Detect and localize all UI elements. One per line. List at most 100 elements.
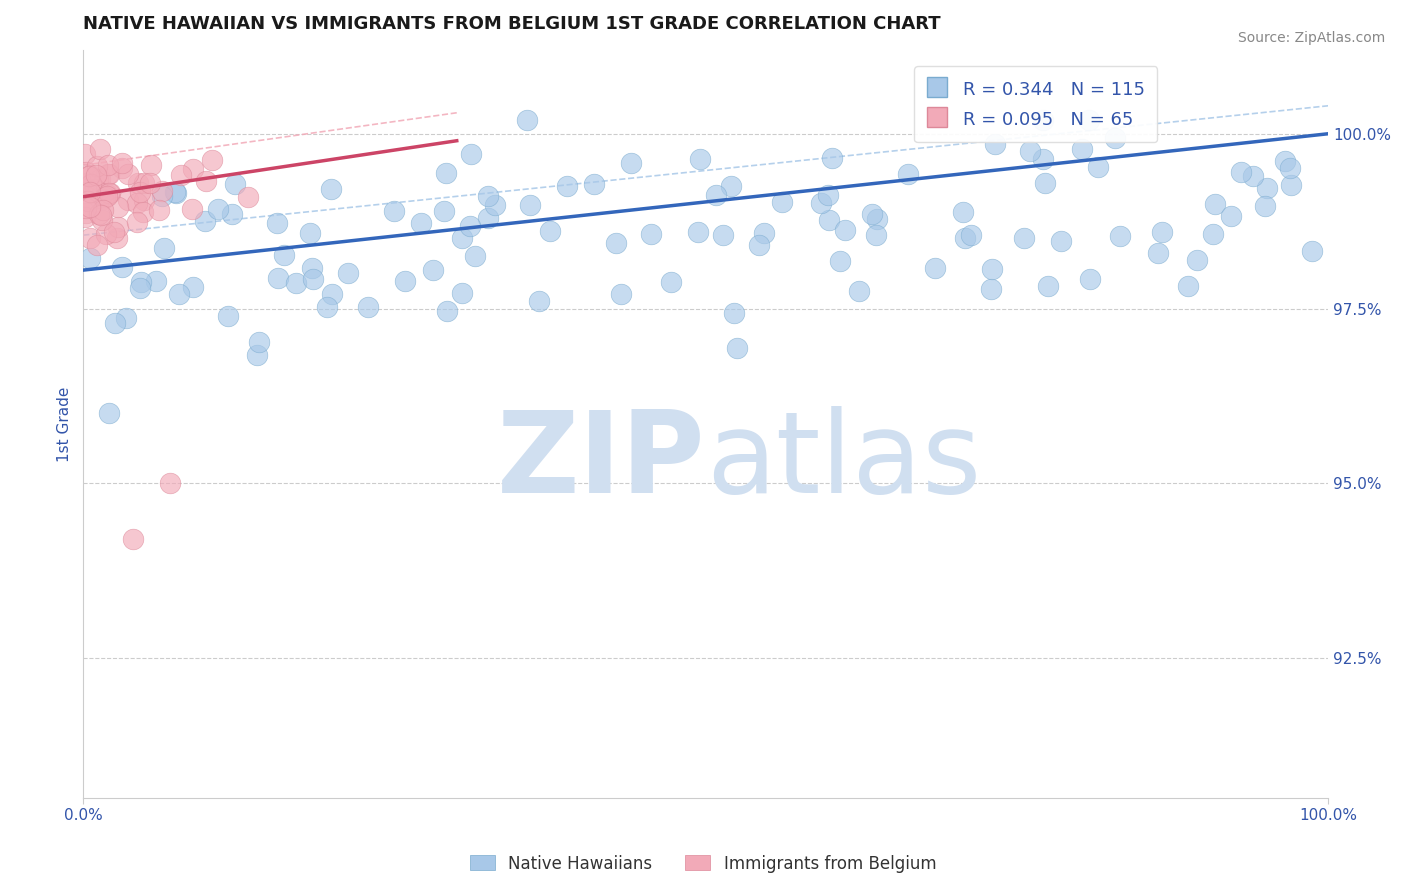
Point bbox=[1108, 228, 1130, 243]
Point bbox=[139, 176, 162, 190]
Point bbox=[127, 215, 149, 229]
Point bbox=[80, 186, 103, 201]
Point bbox=[983, 136, 1005, 151]
Point bbox=[752, 226, 775, 240]
Point bbox=[434, 166, 457, 180]
Point bbox=[748, 238, 770, 252]
Point bbox=[817, 188, 839, 202]
Point bbox=[77, 194, 100, 209]
Point bbox=[834, 223, 856, 237]
Point bbox=[477, 189, 499, 203]
Point bbox=[605, 236, 627, 251]
Point bbox=[89, 207, 111, 221]
Point bbox=[583, 178, 606, 192]
Point bbox=[75, 165, 97, 179]
Point bbox=[1279, 161, 1302, 175]
Point bbox=[165, 185, 187, 199]
Point bbox=[321, 287, 343, 301]
Point bbox=[145, 275, 167, 289]
Point bbox=[1229, 164, 1251, 178]
Point bbox=[139, 158, 162, 172]
Point bbox=[1104, 130, 1126, 145]
Point bbox=[96, 186, 118, 201]
Point bbox=[111, 260, 134, 274]
Point bbox=[1301, 244, 1323, 259]
Point bbox=[200, 153, 222, 167]
Point bbox=[713, 228, 735, 243]
Point bbox=[224, 178, 246, 192]
Point bbox=[107, 200, 129, 214]
Point bbox=[93, 190, 115, 204]
Point bbox=[1253, 199, 1275, 213]
Point bbox=[103, 225, 125, 239]
Point bbox=[529, 294, 551, 309]
Point bbox=[689, 152, 711, 166]
Point bbox=[770, 195, 793, 210]
Point bbox=[128, 281, 150, 295]
Point bbox=[132, 176, 155, 190]
Point bbox=[247, 334, 270, 349]
Point bbox=[91, 192, 114, 206]
Point bbox=[80, 177, 103, 191]
Point bbox=[659, 275, 682, 289]
Point bbox=[150, 184, 173, 198]
Point bbox=[1087, 161, 1109, 175]
Point bbox=[1219, 209, 1241, 223]
Point bbox=[1146, 246, 1168, 260]
Point bbox=[207, 202, 229, 216]
Point bbox=[924, 261, 946, 276]
Point bbox=[451, 286, 474, 301]
Point bbox=[866, 211, 889, 226]
Point bbox=[87, 172, 110, 186]
Point bbox=[104, 316, 127, 330]
Point bbox=[706, 187, 728, 202]
Point bbox=[194, 174, 217, 188]
Point bbox=[273, 248, 295, 262]
Point bbox=[1202, 227, 1225, 241]
Point bbox=[105, 231, 128, 245]
Point bbox=[152, 189, 174, 203]
Point bbox=[848, 284, 870, 298]
Point bbox=[117, 167, 139, 181]
Point bbox=[75, 206, 97, 220]
Point bbox=[1032, 152, 1054, 166]
Point bbox=[1078, 272, 1101, 286]
Point bbox=[125, 195, 148, 210]
Point bbox=[97, 158, 120, 172]
Point bbox=[75, 201, 97, 215]
Point bbox=[167, 287, 190, 301]
Point bbox=[96, 189, 118, 203]
Point bbox=[952, 205, 974, 219]
Point bbox=[460, 219, 482, 233]
Point bbox=[1177, 279, 1199, 293]
Point bbox=[89, 142, 111, 156]
Point bbox=[79, 168, 101, 182]
Point bbox=[555, 178, 578, 193]
Point bbox=[723, 306, 745, 320]
Point bbox=[686, 225, 709, 239]
Point bbox=[1150, 225, 1173, 239]
Point bbox=[316, 300, 339, 314]
Point bbox=[79, 185, 101, 199]
Point bbox=[132, 204, 155, 219]
Point bbox=[246, 348, 269, 362]
Point bbox=[301, 260, 323, 275]
Point bbox=[1012, 231, 1035, 245]
Point bbox=[725, 341, 748, 355]
Point bbox=[97, 167, 120, 181]
Point bbox=[302, 271, 325, 285]
Point bbox=[97, 167, 120, 181]
Point bbox=[538, 224, 561, 238]
Point bbox=[97, 407, 120, 421]
Point bbox=[159, 476, 181, 491]
Point bbox=[79, 251, 101, 265]
Point bbox=[828, 254, 851, 268]
Point bbox=[820, 152, 842, 166]
Point bbox=[433, 204, 456, 219]
Point bbox=[519, 198, 541, 212]
Point bbox=[76, 177, 98, 191]
Point bbox=[436, 303, 458, 318]
Point bbox=[865, 227, 887, 242]
Point bbox=[86, 237, 108, 252]
Point bbox=[357, 300, 380, 314]
